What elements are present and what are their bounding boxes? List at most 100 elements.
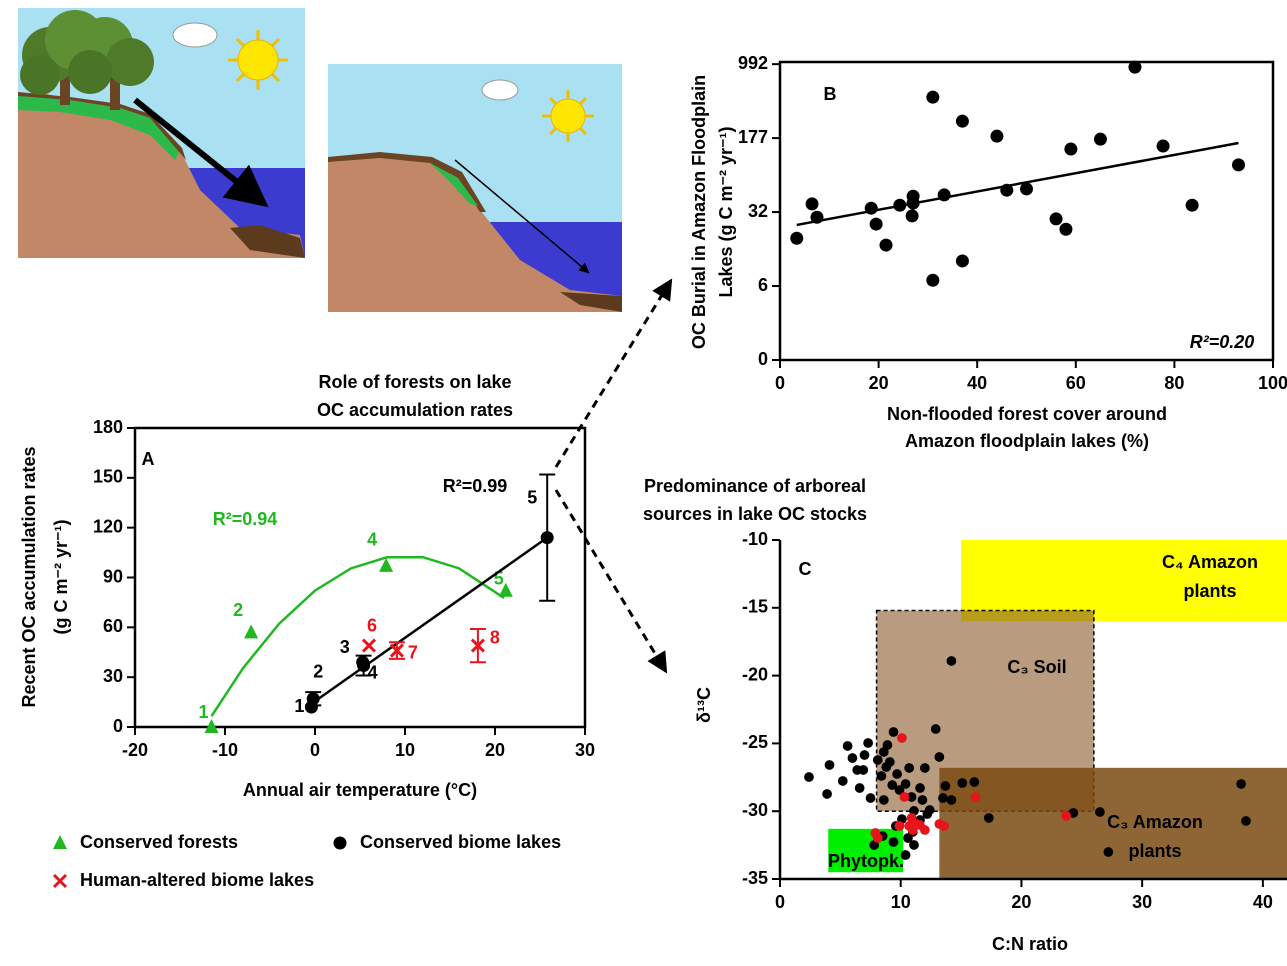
y-axis-title: OC Burial in Amazon Floodplain <box>689 75 709 349</box>
y-tick-label: 150 <box>93 467 123 487</box>
y-tick-label: 0 <box>113 716 123 736</box>
region-label: C₃ Soil <box>1007 657 1066 677</box>
point <box>379 557 394 572</box>
y-tick-label: -10 <box>742 529 768 549</box>
caption: OC accumulation rates <box>317 400 513 420</box>
y-axis-title: Lakes (g C m⁻² yr⁻¹) <box>716 126 736 297</box>
point <box>1241 816 1251 826</box>
x-tick-label: 20 <box>869 373 889 393</box>
x-tick-label: 0 <box>775 892 785 912</box>
point <box>1061 811 1071 821</box>
point <box>934 752 945 762</box>
point <box>957 778 968 788</box>
region-label: Phytopk. <box>828 851 904 871</box>
y-tick-label: -35 <box>742 868 768 888</box>
point-label: 3 <box>340 637 350 657</box>
point <box>884 757 895 767</box>
point <box>1064 142 1078 156</box>
point <box>915 783 925 793</box>
point <box>1059 222 1073 236</box>
x-tick-label: 60 <box>1066 373 1086 393</box>
point <box>892 769 902 779</box>
point <box>887 780 898 790</box>
legend-marker <box>53 835 67 849</box>
point <box>805 197 819 211</box>
x-tick-label: 40 <box>1253 892 1273 912</box>
point <box>865 793 876 803</box>
point <box>970 792 981 802</box>
y-tick-label: 120 <box>93 516 123 536</box>
y-tick-label: -20 <box>742 664 768 684</box>
point <box>389 643 404 658</box>
point <box>900 850 911 860</box>
panel-label: A <box>142 449 155 469</box>
point <box>990 129 1004 143</box>
point <box>244 624 259 639</box>
point <box>904 763 915 773</box>
point <box>906 813 917 823</box>
x-axis-title: Annual air temperature (°C) <box>243 780 477 800</box>
point <box>909 840 919 850</box>
region-label: plants <box>1183 581 1236 601</box>
y-tick-label: -30 <box>742 800 768 820</box>
point <box>938 793 948 803</box>
point <box>822 789 832 799</box>
point <box>1000 183 1014 197</box>
point <box>946 795 957 805</box>
point <box>1231 158 1245 172</box>
region <box>828 828 904 873</box>
point <box>955 114 969 128</box>
y-tick-label: 177 <box>738 127 768 147</box>
point <box>894 821 905 831</box>
point <box>869 217 883 231</box>
x-tick-label: -20 <box>122 740 148 760</box>
x-tick-label: 10 <box>395 740 415 760</box>
illustration-forested <box>18 8 305 258</box>
point <box>1020 182 1033 196</box>
point <box>919 825 930 835</box>
point-label: 6 <box>367 615 377 635</box>
point <box>498 582 513 597</box>
point <box>894 785 905 795</box>
point <box>939 821 950 831</box>
fit-label: R²=0.94 <box>213 509 278 529</box>
x-tick-label: 40 <box>967 373 987 393</box>
x-axis-title: Non-flooded forest cover around <box>887 404 1167 424</box>
point <box>899 792 910 802</box>
y-tick-label: 992 <box>738 53 768 73</box>
caption: Role of forests on lake <box>318 372 511 392</box>
legend-marker <box>52 873 68 889</box>
fit-line <box>310 536 548 705</box>
point <box>864 201 878 215</box>
point <box>917 795 928 805</box>
region <box>961 540 1287 622</box>
point <box>1093 132 1107 146</box>
y-tick-label: 32 <box>748 201 768 221</box>
point <box>946 656 957 666</box>
y-axis-title: δ¹³C <box>694 687 714 723</box>
point-label: 1 <box>198 702 208 722</box>
point-label: 7 <box>408 642 418 662</box>
point-label: 4 <box>368 662 378 682</box>
y-axis-title: (g C m⁻² yr⁻¹) <box>51 519 71 634</box>
point <box>969 777 980 787</box>
point <box>470 638 485 653</box>
point <box>837 776 848 786</box>
point <box>810 210 824 224</box>
region-label: plants <box>1128 841 1181 861</box>
point <box>204 719 219 733</box>
point <box>926 273 940 287</box>
point-label: 5 <box>527 487 537 507</box>
fit-line <box>796 141 1239 227</box>
point-label: 2 <box>233 600 243 620</box>
point <box>924 805 935 815</box>
illustration-deforested <box>328 64 622 312</box>
fit-label: R²=0.20 <box>1190 332 1255 352</box>
point <box>540 531 554 545</box>
y-tick-label: 6 <box>758 275 768 295</box>
panel-label: B <box>824 84 837 104</box>
point <box>306 692 320 706</box>
point <box>955 254 969 268</box>
region-label: C₄ Amazon <box>1162 552 1258 572</box>
